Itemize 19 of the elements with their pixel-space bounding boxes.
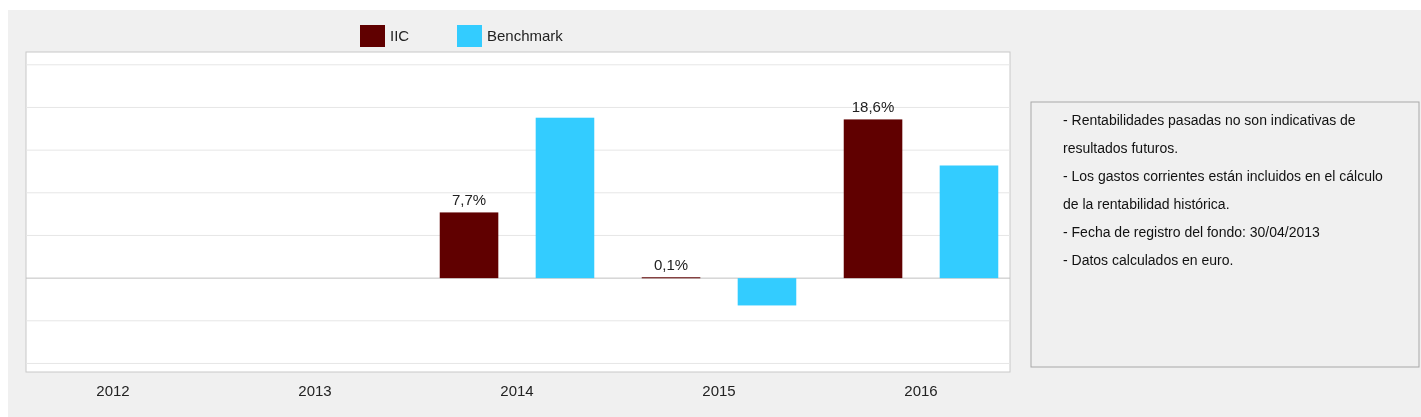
x-tick-label: 2013 (298, 382, 332, 399)
text: - Fecha de registro del fondo: 30/04/2013 (1063, 224, 1321, 240)
x-tick-label: 2015 (702, 382, 736, 399)
x-tick-label: 2012 (96, 382, 130, 399)
text: - Datos calculados en euro. (1063, 252, 1234, 268)
x-tick-label: 2014 (500, 382, 534, 399)
data-label: 18,6% (851, 98, 895, 116)
text: - Los gastos corrientes están incluidos en el cálculo de la rentabilidad histórica. (1063, 168, 1384, 212)
data-label: 0,1% (653, 256, 689, 274)
data-label: 7,7% (451, 191, 487, 209)
legend-label: Benchmark (487, 27, 564, 44)
bar (535, 117, 595, 279)
legend-label: IIC (390, 27, 410, 44)
x-tick-label: 2016 (904, 382, 938, 399)
bar (939, 165, 999, 279)
bar (439, 212, 499, 279)
bar (737, 278, 797, 306)
bar (843, 119, 903, 279)
text: - Rentabilidades pasadas no son indicativas de resultados futuros. (1063, 112, 1356, 156)
